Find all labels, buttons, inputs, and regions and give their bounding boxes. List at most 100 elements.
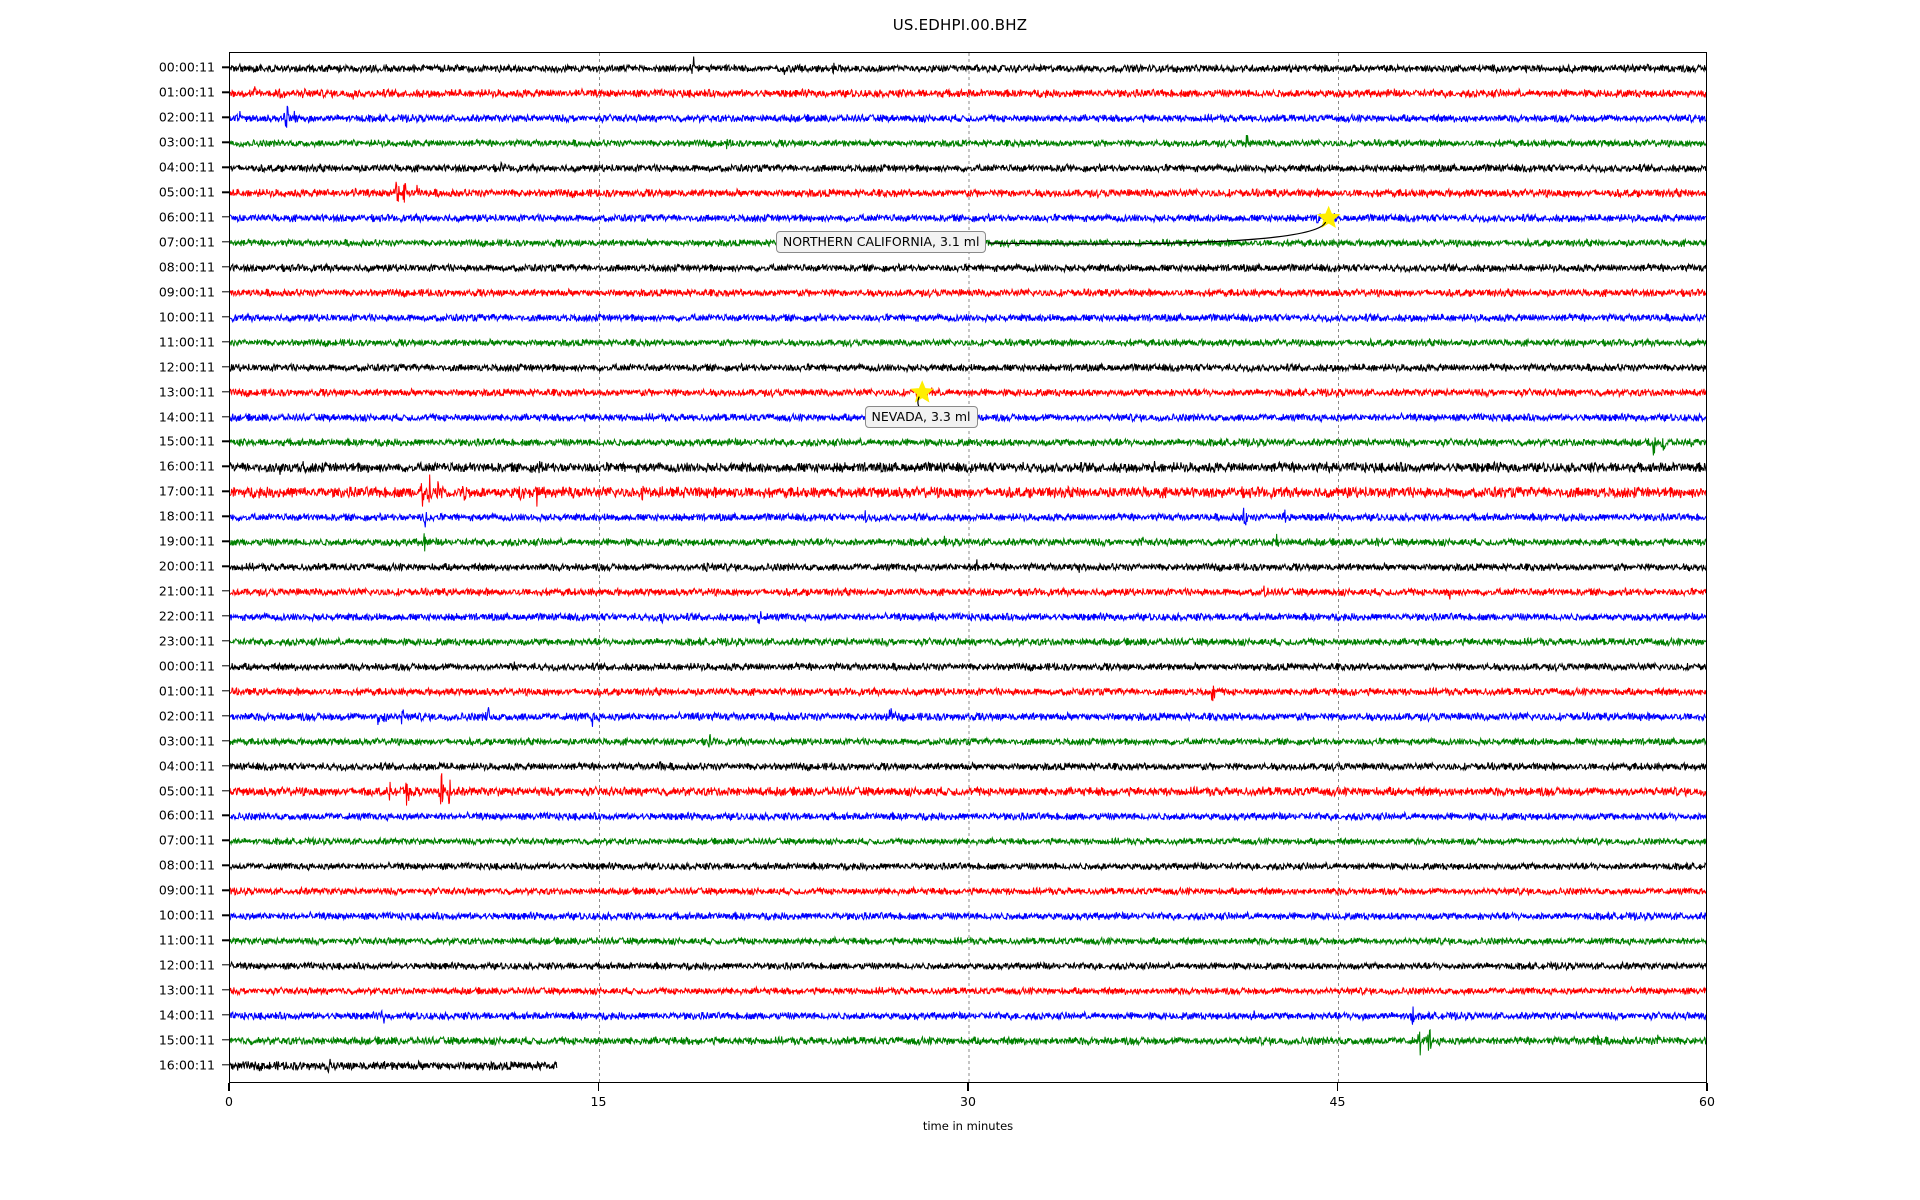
y-axis-tick-mark [222, 166, 230, 168]
trace-line [230, 685, 1706, 702]
x-axis-tick-mark [1336, 1083, 1339, 1091]
trace-line [230, 507, 1706, 528]
y-axis-tick-label: 16:00:11 [158, 1057, 215, 1073]
y-axis-tick-mark [222, 989, 230, 991]
trace-line [230, 734, 1706, 748]
y-axis-tick-label: 11:00:11 [158, 932, 215, 948]
trace-line [230, 910, 1706, 922]
trace-line [230, 212, 1706, 224]
y-axis-tick-label: 20:00:11 [158, 558, 215, 574]
y-axis-tick-mark [222, 266, 230, 268]
x-axis-tick-label: 45 [1329, 1094, 1346, 1109]
y-axis-tick-label: 18:00:11 [158, 508, 215, 524]
y-axis-tick-mark [222, 66, 230, 69]
x-axis-label-text: time in minutes [922, 1119, 1014, 1133]
y-axis-tick-mark [222, 440, 230, 443]
y-axis-tick-label: 22:00:11 [158, 608, 215, 624]
trace-line [230, 636, 1706, 648]
y-axis-tick-label: 08:00:11 [158, 857, 215, 873]
y-axis-tick-mark [222, 690, 230, 692]
y-axis-tick-mark [222, 839, 230, 842]
y-axis-tick-label: 21:00:11 [158, 583, 215, 599]
y-axis-tick-mark [222, 390, 230, 393]
y-axis-tick-label: 00:00:11 [158, 658, 215, 674]
star-icon [1316, 205, 1341, 229]
trace-line [230, 1058, 558, 1074]
y-axis-tick-mark [222, 465, 230, 468]
y-axis-tick-mark [222, 116, 230, 119]
x-axis-tick-mark [1706, 1083, 1708, 1091]
trace-line [230, 885, 1706, 897]
trace-line [230, 105, 1706, 128]
trace-line [230, 362, 1706, 374]
trace-line [230, 1006, 1706, 1025]
y-axis-tick-label: 10:00:11 [158, 907, 215, 923]
y-axis-tick-mark [222, 739, 230, 742]
y-axis-tick-label: 13:00:11 [158, 384, 215, 400]
y-axis-tick-label: 15:00:11 [158, 433, 215, 449]
y-axis-tick-label: 19:00:11 [158, 533, 215, 549]
y-axis-tick-label: 00:00:11 [158, 59, 215, 75]
trace-line [230, 835, 1706, 847]
trace-line [230, 985, 1706, 997]
y-axis-tick-label: 23:00:11 [158, 633, 215, 649]
x-axis-tick-mark [228, 1083, 230, 1091]
trace-line [230, 1029, 1706, 1056]
y-axis-tick-mark [222, 1014, 230, 1016]
y-axis-tick-mark [222, 864, 230, 867]
trace-line [230, 860, 1706, 872]
trace-line [230, 810, 1706, 823]
y-axis-tick-label: 12:00:11 [158, 957, 215, 973]
y-axis-tick-mark [222, 365, 230, 368]
y-axis-tick-mark [222, 640, 230, 642]
x-axis-tick-label: 0 [225, 1094, 233, 1109]
trace-line [230, 960, 1706, 972]
y-axis-tick-label: 11:00:11 [158, 334, 215, 350]
trace-line [230, 460, 1706, 475]
trace-line [230, 773, 1706, 806]
trace-line [230, 56, 1706, 75]
x-axis-tick-label: 15 [590, 1094, 607, 1109]
y-axis-tick-mark [222, 291, 230, 293]
y-axis-tick-mark [222, 590, 230, 592]
y-axis-tick-label: 03:00:11 [158, 733, 215, 749]
y-axis-tick-mark [222, 1064, 230, 1066]
trace-line [230, 134, 1706, 150]
y-axis-tick-label: 05:00:11 [158, 783, 215, 799]
annotation-connector [987, 221, 1327, 245]
y-axis-tick-label: 08:00:11 [158, 259, 215, 275]
y-axis-tick-mark [222, 341, 230, 343]
trace-line [230, 337, 1706, 349]
y-axis-tick-label: 05:00:11 [158, 184, 215, 200]
y-axis-tick-label: 07:00:11 [158, 234, 215, 250]
y-axis-tick-mark [222, 565, 230, 567]
y-axis-tick-label: 09:00:11 [158, 882, 215, 898]
y-axis-tick-label: 12:00:11 [158, 359, 215, 375]
star-icon [910, 380, 934, 403]
trace-line [230, 312, 1706, 324]
trace-line [230, 436, 1706, 456]
y-axis-tick-mark [222, 216, 230, 218]
y-axis-tick-label: 10:00:11 [158, 309, 215, 325]
trace-line [230, 559, 1706, 573]
trace-line [230, 160, 1706, 175]
y-axis-tick-mark [222, 939, 230, 941]
y-axis-tick-mark [222, 141, 230, 143]
trace-line [230, 86, 1706, 100]
y-axis-tick-label: 06:00:11 [158, 209, 215, 225]
y-axis-tick-mark [222, 91, 230, 94]
y-axis-tick-label: 04:00:11 [158, 159, 215, 175]
y-axis-tick-mark [222, 540, 230, 542]
y-axis-tick-label: 01:00:11 [158, 84, 215, 100]
y-axis-tick-mark [222, 191, 230, 193]
x-axis-tick-mark [597, 1083, 600, 1091]
trace-line [230, 585, 1706, 600]
y-axis-tick-label: 14:00:11 [158, 1007, 215, 1023]
y-axis-tick-label: 02:00:11 [158, 708, 215, 724]
x-axis-tick-mark [967, 1083, 969, 1091]
y-axis-tick-mark [222, 665, 230, 667]
y-axis-tick-mark [222, 490, 230, 493]
y-axis-tick-mark [222, 889, 230, 891]
x-axis-tick-label: 30 [960, 1094, 976, 1109]
